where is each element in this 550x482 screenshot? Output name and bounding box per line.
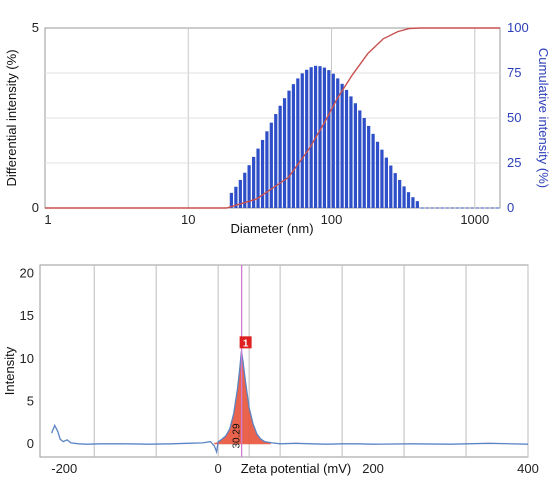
bottom-y-axis-label: Intensity [2,346,17,395]
top-bar [282,98,287,208]
peak-badge-label: 1 [243,338,249,349]
bottom-plot-area [39,264,529,458]
top-bar [291,84,296,208]
top-bar [340,83,344,208]
top-bar [274,114,278,208]
top-bars [229,65,419,209]
bottom-x-tick-label: -200 [51,461,77,476]
bottom-x-tick-label: 200 [362,461,384,476]
top-bar [406,192,411,208]
top-bar [252,156,256,208]
bottom-y-tick-label: 20 [20,266,34,281]
top-grid [45,28,500,208]
top-x-tick-label: 100 [321,212,343,227]
top-bar [296,78,300,209]
top-x-tick-label: 10 [181,212,195,227]
top-bar [238,179,242,208]
top-bar [287,90,291,208]
top-bar [234,186,238,208]
bottom-intensity-path [50,351,529,455]
top-cumulative-line [45,27,500,209]
top-x-tick-label: 1000 [460,212,489,227]
peak-badge [239,336,252,349]
top-right-y-axis-label: Cumulative intensity (%) [536,48,550,188]
bottom-line [50,351,529,455]
top-x-axis-label: Diameter (nm) [230,221,313,236]
top-bar [402,186,406,208]
top-bar [389,165,393,208]
top-bar [243,172,247,208]
top-left-y-tick-label: 5 [32,20,39,35]
bottom-peak-area [214,351,271,445]
bottom-ticks: -200 0 200 400 0 5 10 15 20 [20,266,539,476]
bottom-y-tick-label: 10 [20,351,34,366]
bottom-x-axis-label: Zeta potential (mV) [241,461,352,476]
bottom-y-tick-label: 5 [27,394,34,409]
top-right-y-tick-label: 25 [507,155,521,170]
top-left-y-axis-label: Differential intensity (%) [4,49,19,186]
top-cumulative-path [45,27,500,209]
top-bar [415,201,419,208]
top-bar [380,149,384,208]
top-bar [362,118,366,208]
top-bar [393,173,397,208]
top-bar [256,148,260,208]
bottom-x-tick-label: 400 [517,461,539,476]
top-bar [353,103,358,208]
top-bar [300,73,304,208]
bottom-peak-marker: 130.29 [232,265,252,457]
top-bar [371,133,375,208]
top-bar [247,165,251,208]
bottom-grid [93,265,529,457]
top-bar [269,122,273,208]
top-bar [327,70,331,209]
bottom-peak-fill [214,351,271,445]
top-right-y-tick-label: 100 [507,20,529,35]
top-bar [384,157,388,208]
top-bar [309,67,313,209]
top-bar [336,78,340,209]
peak-value-label: 30.29 [232,423,243,448]
bottom-y-tick-label: 0 [27,436,34,451]
top-bar [367,125,371,208]
top-bar [375,141,380,208]
top-bar [229,192,233,208]
top-bar [398,179,402,208]
top-bar [349,96,353,208]
bottom-x-tick-label: 0 [215,461,222,476]
top-bar [305,69,309,208]
top-right-y-tick-label: 0 [507,200,514,215]
top-right-y-tick-label: 50 [507,110,521,125]
top-bar [260,139,265,208]
top-bar [265,131,269,208]
top-bar [322,67,327,208]
top-left-y-tick-label: 0 [32,200,39,215]
top-bar [411,197,415,208]
top-right-y-tick-label: 75 [507,65,521,80]
top-bar [318,66,322,208]
top-bar [358,110,362,208]
top-bar [278,105,282,208]
top-bar [331,73,335,208]
bottom-y-tick-label: 15 [20,308,34,323]
top-bar [344,89,349,208]
top-x-tick-label: 1 [44,212,51,227]
